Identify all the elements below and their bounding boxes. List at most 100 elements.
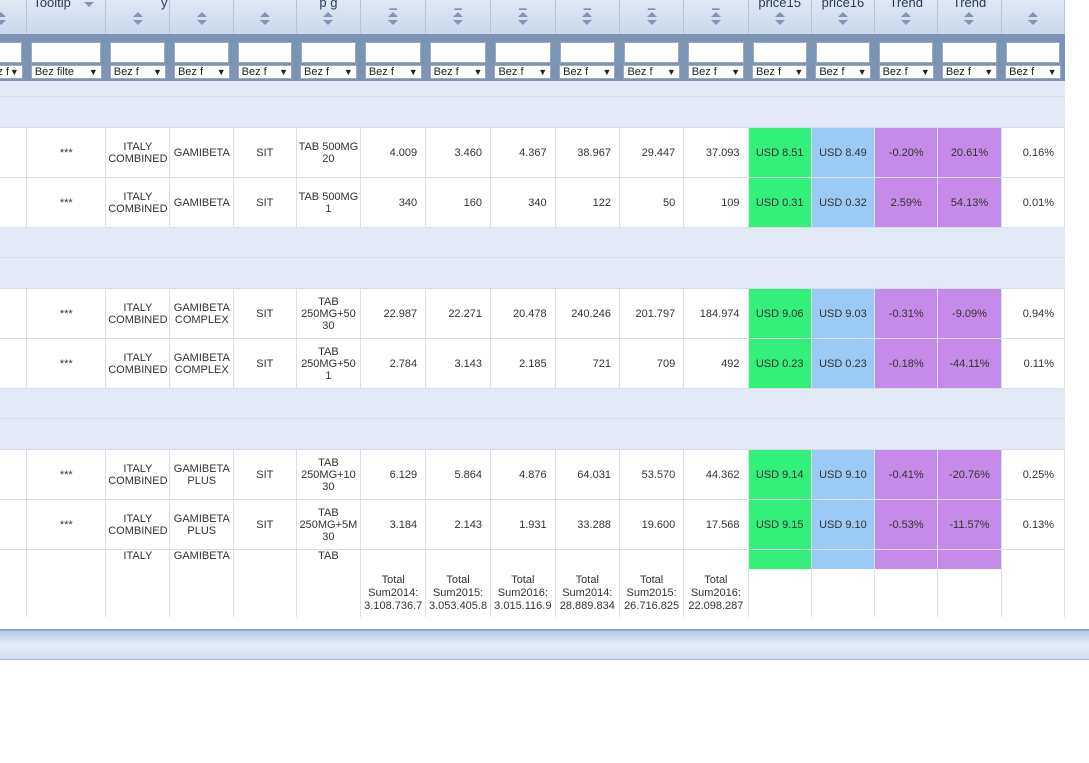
table-row-partial[interactable]: ITALY GAMIBETA TAB [0, 549, 1066, 569]
filter-select[interactable]: Bez f▼ [687, 65, 745, 79]
filter-input[interactable] [174, 42, 230, 63]
cell-share: 0.11% [1001, 338, 1066, 389]
filter-input[interactable] [623, 42, 680, 63]
column-header-trend[interactable]: Trend [874, 0, 939, 34]
filter-select[interactable]: Bez f▼ [623, 65, 680, 79]
cell-share: 0.94% [1001, 288, 1066, 339]
total-label: Total [511, 573, 535, 586]
filter-select[interactable]: Bez f▼ [878, 65, 934, 79]
cell-trend: -0.41% [874, 449, 939, 500]
cell-pack: TAB 250MG+5M 30 [296, 499, 362, 550]
column-header[interactable] [233, 0, 297, 34]
cell-value: 44.362 [683, 449, 749, 500]
dropdown-arrow-icon: ▼ [279, 67, 289, 77]
filter-select[interactable]: Bez f▼ [0, 65, 23, 79]
column-header[interactable]: _ [360, 0, 427, 34]
cell-tooltip: *** [26, 449, 107, 500]
sort-icon[interactable] [1027, 12, 1039, 26]
sort-icon[interactable] [900, 12, 912, 26]
sort-icon[interactable] [646, 12, 658, 26]
filter-select[interactable]: Bez f▼ [364, 65, 422, 79]
filter-select[interactable]: Bez f▼ [237, 65, 293, 79]
filter-input[interactable] [815, 42, 871, 63]
filter-select[interactable]: Bez f▼ [752, 65, 808, 79]
column-header[interactable] [1001, 0, 1066, 34]
filter-input[interactable] [559, 42, 615, 63]
filter-select[interactable]: Bez f▼ [1005, 65, 1061, 79]
column-header[interactable]: y [105, 0, 171, 34]
column-header[interactable]: _ [683, 0, 749, 34]
filter-input[interactable] [0, 42, 23, 63]
sort-icon[interactable] [581, 12, 593, 26]
filter-input[interactable] [494, 42, 551, 63]
cell-price16: USD 9.10 [811, 499, 876, 550]
filter-select[interactable]: Bez f▼ [109, 65, 166, 79]
sort-icon[interactable] [259, 12, 271, 26]
sort-icon[interactable] [963, 12, 975, 26]
column-header[interactable]: _ [555, 0, 620, 34]
column-header[interactable] [0, 0, 28, 34]
cell-price16: USD 9.10 [811, 449, 876, 500]
filter-select[interactable]: Bez f▼ [559, 65, 616, 79]
column-header-price16[interactable]: price16 [811, 0, 876, 34]
filter-input[interactable] [942, 42, 997, 63]
filter-select[interactable]: Bez f▼ [429, 65, 487, 79]
column-header[interactable]: p g [296, 0, 362, 34]
filter-select[interactable]: Bez f▼ [941, 65, 998, 79]
cell-price15: USD 9.15 [748, 499, 812, 550]
column-header[interactable]: _ [490, 0, 556, 34]
sort-icon[interactable] [774, 12, 786, 26]
table-row[interactable]: *** ITALY COMBINED GAMIBETA PLUS SIT TAB 250… [0, 499, 1066, 550]
column-header[interactable]: _ [619, 0, 685, 34]
column-header-trend[interactable]: Trend [937, 0, 1002, 34]
cell-value: 4.367 [490, 127, 556, 178]
column-header-tooltip[interactable]: Tooltip [26, 0, 107, 34]
table-row[interactable]: *** ITALY COMBINED GAMIBETA SIT TAB 500MG 20… [0, 127, 1066, 178]
filter-input[interactable] [688, 42, 744, 63]
cell-pack: TAB 250MG+50 1 [296, 338, 362, 389]
cell-value: 709 [619, 338, 685, 389]
filter-select[interactable]: Bez f▼ [173, 65, 230, 79]
sort-icon[interactable] [196, 12, 208, 26]
filter-input[interactable] [238, 42, 292, 63]
total-name: Sum2015: [626, 586, 677, 599]
sort-icon[interactable] [452, 12, 464, 26]
filter-input[interactable] [1005, 42, 1060, 63]
total-value: 26.716.825 [624, 599, 680, 612]
filter-select[interactable]: Bez f▼ [815, 65, 871, 79]
cell-brand: GAMIBETA [169, 177, 235, 228]
sort-icon[interactable] [322, 12, 334, 26]
table-row[interactable]: *** ITALY COMBINED GAMIBETA COMPLEX SIT TAB … [0, 338, 1066, 389]
filter-select[interactable]: Bez f▼ [494, 65, 552, 79]
dropdown-arrow-icon: ▼ [857, 67, 867, 77]
filter-input[interactable] [430, 42, 486, 63]
sort-icon[interactable] [83, 0, 95, 8]
filter-input[interactable] [110, 42, 166, 63]
cell-value: 22.271 [425, 288, 491, 339]
group-row [0, 227, 1065, 258]
filter-input[interactable] [752, 42, 807, 63]
sort-icon[interactable] [710, 12, 722, 26]
sort-icon[interactable] [517, 12, 529, 26]
filter-input[interactable] [365, 42, 422, 63]
column-header[interactable]: _ [425, 0, 491, 34]
sort-icon[interactable] [387, 12, 399, 26]
filter-input[interactable] [31, 42, 102, 63]
column-header[interactable] [169, 0, 235, 34]
filter-select[interactable]: Bez f▼ [300, 65, 357, 79]
cell-value: 19.600 [619, 499, 685, 550]
column-header-price15[interactable]: price15 [748, 0, 812, 34]
filter-input[interactable] [879, 42, 934, 63]
dropdown-arrow-icon: ▼ [343, 67, 353, 77]
table-row[interactable]: *** ITALY COMBINED GAMIBETA COMPLEX SIT TAB … [0, 288, 1066, 339]
cell-pack: TAB 500MG 1 [296, 177, 362, 228]
cell-country: ITALY [105, 549, 171, 569]
sort-icon[interactable] [132, 12, 144, 26]
sort-icon[interactable] [0, 12, 7, 26]
table-row[interactable]: *** ITALY COMBINED GAMIBETA PLUS SIT TAB 250… [0, 449, 1066, 500]
filter-input[interactable] [300, 42, 357, 63]
cell-price16: USD 9.03 [811, 288, 876, 339]
sort-icon[interactable] [837, 12, 849, 26]
filter-select[interactable]: Bez filte ▼ [30, 65, 102, 79]
